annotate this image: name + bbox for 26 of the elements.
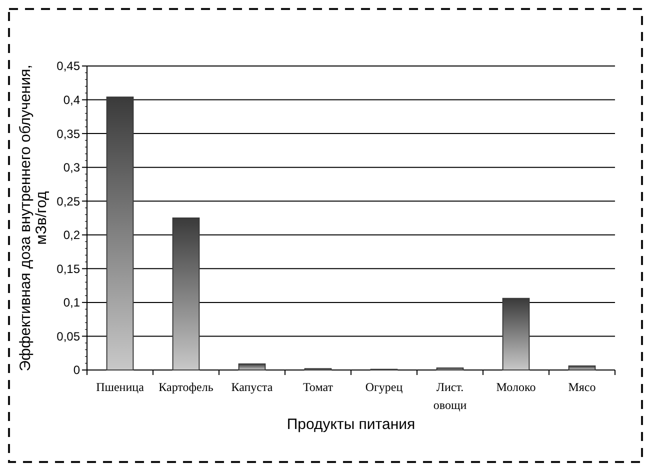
- bar: [238, 363, 266, 370]
- bar: [172, 218, 200, 370]
- x-tick-label: Огурец: [365, 380, 404, 394]
- y-tick-label: 0,45: [56, 59, 80, 74]
- bar: [436, 367, 464, 370]
- y-tick-label: 0,2: [63, 228, 80, 242]
- x-tick-label: Картофель: [158, 380, 214, 394]
- y-tick-label: 0,15: [56, 262, 80, 276]
- y-tick-label: 0,4: [63, 92, 80, 107]
- y-tick-label: 0: [73, 363, 80, 378]
- y-tick-label: 0,25: [56, 194, 80, 208]
- y-tick-label: 0,1: [63, 296, 80, 310]
- x-tick-label: Лист. овощи: [433, 380, 468, 412]
- x-tick-label: Пшеница: [96, 380, 145, 394]
- x-tick-label: Мясо: [568, 380, 596, 394]
- x-tick-label: Молоко: [496, 380, 536, 394]
- bar: [502, 298, 530, 370]
- y-tick-label: 0,05: [56, 329, 80, 344]
- y-axis-title: Эффективная доза внутреннего облучения, мЗв/год: [17, 64, 50, 372]
- x-tick-label: Капуста: [231, 380, 274, 394]
- x-tick-label: Томат: [303, 380, 334, 394]
- bar: [568, 365, 596, 370]
- y-tick-label: 0,3: [63, 160, 80, 175]
- y-tick-label: 0,35: [56, 126, 80, 141]
- x-axis-title: Продукты питания: [286, 416, 416, 433]
- bar: [106, 96, 134, 370]
